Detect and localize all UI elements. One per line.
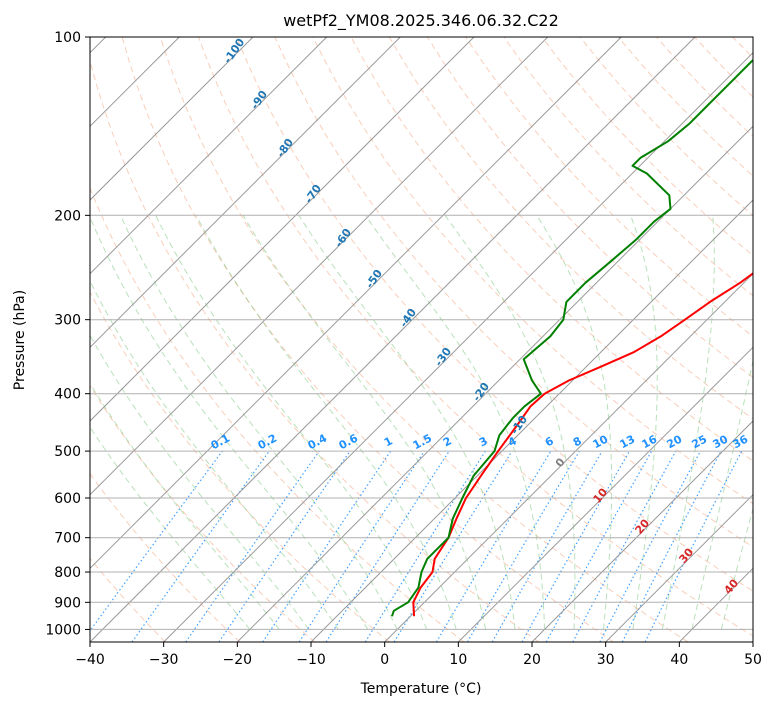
mixing-ratio-line [545,450,653,642]
mixing-ratio-line [325,450,450,642]
dry-adiabat [90,291,390,642]
dry-adiabat [90,59,540,642]
mixing-ratio-label: 13 [618,433,638,452]
x-axis-title: Temperature (°C) [360,681,482,697]
isotherm-gridline [90,37,696,642]
y-tick-label: 1000 [45,622,81,638]
isotherm-gridline [457,346,753,642]
y-tick-label: 700 [54,531,81,547]
dry-adiabat [312,37,753,505]
mixing-ratio-line [185,450,320,642]
isotherm-gridline [90,37,475,422]
moist-adiabat [90,279,339,630]
isotherm-gridline [90,37,401,349]
moist-adiabat [120,215,398,630]
dry-adiabat [90,384,316,642]
profile-lines [391,58,753,617]
x-tick-label: 50 [744,652,762,668]
chart-title: wetPf2_YM08.2025.346.06.32.C22 [283,11,559,31]
isotherm-gridline [531,420,753,642]
dry-adiabat [236,37,753,592]
x-tick-label: −40 [75,652,105,668]
y-tick-label: 900 [54,595,81,611]
isotherm-gridline [90,37,622,570]
y-tick-label: 600 [54,491,81,507]
isotherm-gridline [90,37,328,275]
isotherm-gridline [90,37,549,496]
mixing-ratio-line [90,450,223,632]
isotherm-gridline [90,37,254,201]
y-axis: 100 200 300 400 500 600 700 800 900 1000 [45,30,90,638]
x-tick-label: 20 [523,652,541,668]
y-tick-label: 500 [54,444,81,460]
dry-adiabat [159,37,689,642]
y-tick-label: 200 [54,208,81,224]
mixing-ratio-line [572,450,677,642]
x-tick-label: 30 [597,652,615,668]
y-tick-label: 300 [54,313,81,329]
isotherm-gridline [163,51,753,642]
dry-adiabat [388,37,753,420]
dry-adiabat [274,37,753,548]
x-axis: −40 −30 −20 −10 0 10 20 30 40 50 [75,642,762,668]
x-tick-label: 40 [670,652,688,668]
x-tick-label: 0 [380,652,389,668]
x-tick-label: −30 [149,652,179,668]
dry-adiabat [121,37,614,642]
y-tick-label: 100 [54,30,81,46]
mixing-ratio-label: 30 [711,432,731,451]
mixing-ratio-label: 25 [690,433,710,452]
y-tick-label: 800 [54,565,81,581]
y-axis-title: Pressure (hPa) [12,290,28,390]
y-tick-label: 400 [54,387,81,403]
isotherm-gridline [605,493,753,642]
mixing-ratio-line [131,450,270,642]
mixing-ratio-line [298,450,425,642]
mixing-ratio-line [521,450,631,642]
mixing-ratio-label: 36 [731,432,751,451]
x-tick-label: 10 [449,652,467,668]
mixing-ratio-label: 20 [665,432,685,451]
mixing-ratio-line [644,450,743,642]
moist-adiabat [90,334,310,630]
dry-adiabat [465,37,753,338]
moist-adiabat [242,215,487,630]
dry-adiabat [90,472,241,642]
x-tick-label: −10 [296,652,326,668]
mixing-ratio-label: 10 [591,432,611,451]
mixing-ratio-line [393,450,513,642]
isotherm-gridline [236,125,753,642]
grid-lines [90,37,753,642]
x-tick-label: −20 [223,652,253,668]
isotherm-gridline [310,199,753,642]
mixing-ratio-label: 16 [640,432,660,451]
dry-adiabat [503,37,753,297]
plot-frame [89,36,754,643]
dry-adiabat [90,186,465,642]
dry-adiabat [426,37,753,378]
dry-adiabat [350,37,753,462]
dewpoint-line [391,58,753,617]
mixing-ratio-line [218,450,351,642]
mixing-ratio-line [262,450,392,642]
isotherm-gridline [384,272,753,642]
